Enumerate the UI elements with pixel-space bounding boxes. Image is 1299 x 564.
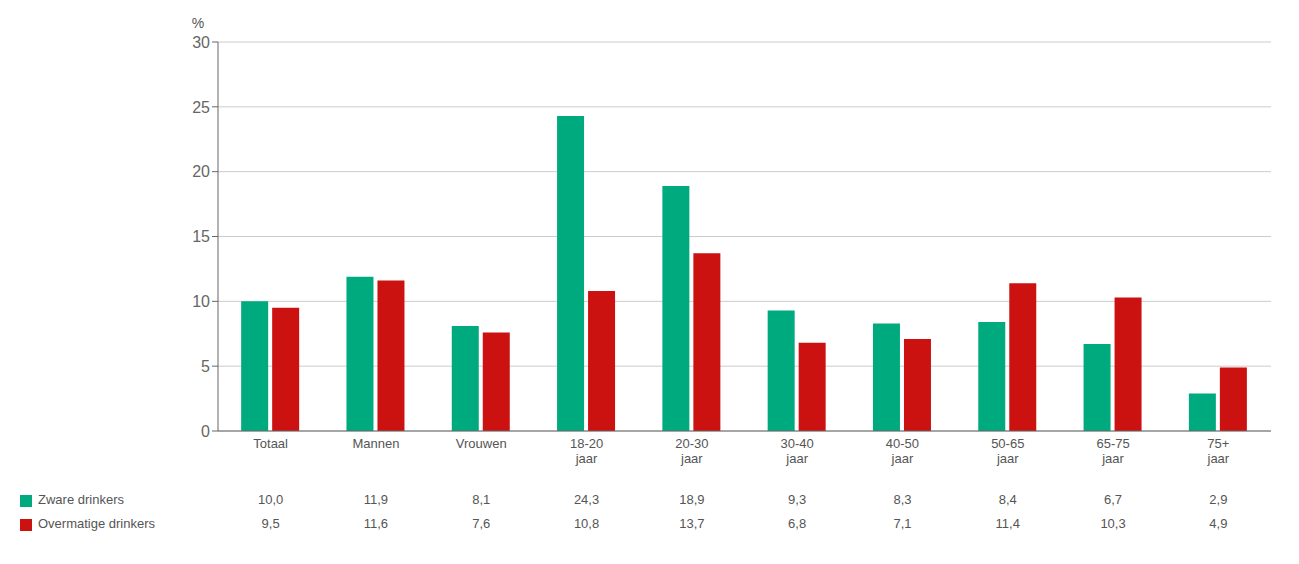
- svg-text:50-65: 50-65: [991, 436, 1024, 451]
- svg-text:jaar: jaar: [575, 451, 598, 466]
- svg-text:%: %: [192, 15, 204, 31]
- svg-text:jaar: jaar: [891, 451, 914, 466]
- svg-text:9,5: 9,5: [262, 516, 280, 531]
- svg-text:11,9: 11,9: [364, 492, 388, 507]
- svg-text:10: 10: [192, 293, 210, 310]
- svg-text:65-75: 65-75: [1096, 436, 1129, 451]
- svg-text:8,3: 8,3: [893, 492, 911, 507]
- svg-text:11,4: 11,4: [996, 516, 1020, 531]
- svg-text:10,0: 10,0: [258, 492, 283, 507]
- svg-text:18-20: 18-20: [570, 436, 603, 451]
- svg-text:10,3: 10,3: [1100, 516, 1125, 531]
- svg-text:25: 25: [192, 99, 210, 116]
- svg-text:Overmatige drinkers: Overmatige drinkers: [38, 516, 156, 531]
- svg-text:24,3: 24,3: [574, 492, 599, 507]
- svg-text:5: 5: [201, 358, 210, 375]
- svg-text:30: 30: [192, 34, 210, 51]
- svg-text:8,1: 8,1: [472, 492, 490, 507]
- svg-text:11,6: 11,6: [364, 516, 388, 531]
- svg-text:15: 15: [192, 228, 210, 245]
- svg-text:jaar: jaar: [996, 451, 1019, 466]
- svg-text:9,3: 9,3: [788, 492, 806, 507]
- svg-text:7,1: 7,1: [893, 516, 911, 531]
- svg-text:18,9: 18,9: [679, 492, 704, 507]
- svg-text:jaar: jaar: [680, 451, 703, 466]
- svg-text:20-30: 20-30: [675, 436, 708, 451]
- svg-text:2,9: 2,9: [1209, 492, 1227, 507]
- svg-text:0: 0: [201, 423, 210, 440]
- svg-text:75+: 75+: [1207, 436, 1229, 451]
- svg-text:Totaal: Totaal: [253, 436, 288, 451]
- svg-text:40-50: 40-50: [886, 436, 919, 451]
- svg-text:6,7: 6,7: [1104, 492, 1122, 507]
- svg-text:jaar: jaar: [1101, 451, 1124, 466]
- svg-text:Vrouwen: Vrouwen: [456, 436, 507, 451]
- svg-text:13,7: 13,7: [679, 516, 704, 531]
- svg-text:Mannen: Mannen: [352, 436, 399, 451]
- svg-text:30-40: 30-40: [781, 436, 814, 451]
- svg-text:jaar: jaar: [1207, 451, 1230, 466]
- svg-text:7,6: 7,6: [472, 516, 490, 531]
- svg-text:10,8: 10,8: [574, 516, 599, 531]
- svg-text:Zware drinkers: Zware drinkers: [38, 492, 124, 507]
- svg-text:4,9: 4,9: [1209, 516, 1227, 531]
- svg-text:6,8: 6,8: [788, 516, 806, 531]
- svg-text:20: 20: [192, 163, 210, 180]
- svg-text:jaar: jaar: [785, 451, 808, 466]
- svg-text:8,4: 8,4: [999, 492, 1017, 507]
